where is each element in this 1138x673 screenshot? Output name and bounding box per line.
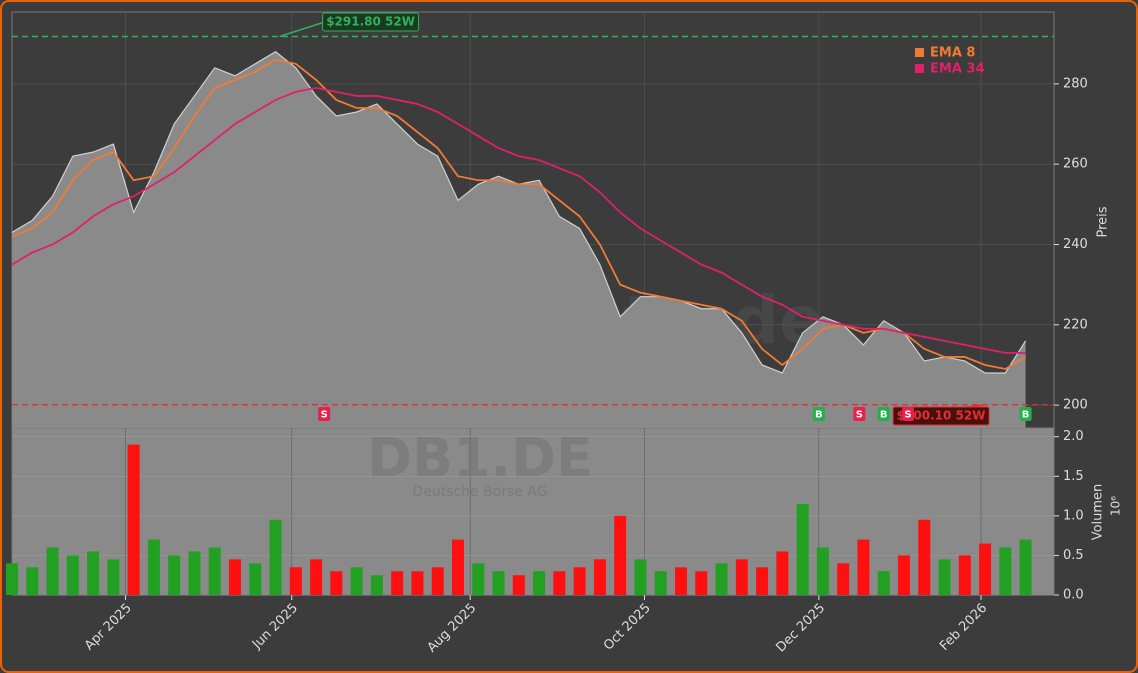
volume-bar	[695, 571, 708, 595]
volume-bar	[776, 551, 789, 595]
y-tick-label: 1.5	[1063, 469, 1084, 484]
volume-bar	[877, 571, 890, 595]
volume-bar	[512, 575, 525, 595]
y-tick-label: 220	[1063, 317, 1088, 332]
volume-bar	[451, 539, 464, 595]
volume-bar	[66, 555, 79, 595]
annotation-box	[322, 12, 420, 32]
volume-bar	[26, 567, 39, 595]
volume-bar	[918, 519, 931, 595]
volume-bar	[127, 444, 140, 595]
volume-bar	[87, 551, 100, 595]
volume-bar	[289, 567, 302, 595]
y-tick-label: 260	[1063, 157, 1088, 172]
y-tick-label: 240	[1063, 237, 1088, 252]
annotation-arrow	[279, 21, 325, 38]
volume-bar	[370, 575, 383, 595]
legend-swatch	[915, 48, 924, 57]
volume-bar	[837, 563, 850, 595]
signal-label: S	[904, 410, 911, 421]
signal-marker	[853, 407, 866, 421]
volume-bar	[147, 539, 160, 595]
signal-label: B	[815, 410, 823, 421]
y-tick-label: 2.0	[1063, 429, 1084, 444]
annotation-label: $291.80 52W	[326, 15, 415, 29]
volume-bar	[431, 567, 444, 595]
signal-label: B	[1022, 410, 1030, 421]
volume-bar	[897, 555, 910, 595]
signal-marker	[902, 407, 915, 421]
y-tick-label: 200	[1063, 398, 1088, 413]
volume-bar	[46, 547, 59, 595]
ema-line	[11, 58, 1027, 370]
volume-bar	[573, 567, 586, 595]
volume-bar	[1019, 539, 1032, 595]
volume-bar	[735, 559, 748, 595]
volume-bar	[816, 547, 829, 595]
y-tick-label: 1.0	[1063, 508, 1084, 523]
volume-bar	[654, 571, 667, 595]
volume-bar	[593, 559, 606, 595]
signal-marker	[877, 407, 890, 421]
price-area	[12, 51, 1026, 428]
volume-bar	[614, 515, 627, 595]
volume-bar	[938, 559, 951, 595]
volume-bar	[168, 555, 181, 595]
volume-bar	[796, 503, 809, 595]
volume-bar	[310, 559, 323, 595]
volume-bar	[492, 571, 505, 595]
volume-bar	[269, 519, 282, 595]
volume-bar	[674, 567, 687, 595]
volume-bar	[228, 559, 241, 595]
volume-bar	[107, 559, 120, 595]
volume-bar	[391, 571, 404, 595]
signal-label: S	[856, 410, 863, 421]
volume-bar	[472, 563, 485, 595]
volume-bar	[188, 551, 201, 595]
volume-bar	[533, 571, 546, 595]
y-axis-unit: 10⁶	[1109, 496, 1123, 516]
volume-bar	[756, 567, 769, 595]
watermark: DB1.DE	[367, 427, 593, 490]
volume-bar	[330, 571, 343, 595]
y-tick-label: 280	[1063, 76, 1088, 91]
signal-marker	[1019, 407, 1032, 421]
volume-bar	[553, 571, 566, 595]
y-axis-label: Volumen	[1091, 484, 1106, 541]
legend-swatch	[915, 64, 924, 73]
signal-label: B	[880, 410, 888, 421]
volume-bar	[634, 559, 647, 595]
volume-bar	[857, 539, 870, 595]
volume-bar	[350, 567, 363, 595]
watermark: Deutsche Börse AG	[412, 484, 547, 500]
volume-bar	[249, 563, 262, 595]
signal-label: S	[321, 410, 328, 421]
volume-bar	[715, 563, 728, 595]
legend-label: EMA 34	[930, 62, 985, 77]
volume-bar	[411, 571, 424, 595]
annotation-box	[892, 406, 990, 426]
y-tick-label: 0.0	[1063, 588, 1084, 603]
y-tick-label: 0.5	[1063, 548, 1084, 563]
legend-label: EMA 8	[930, 46, 975, 61]
volume-bar	[979, 543, 992, 595]
volume-bar	[999, 547, 1012, 595]
volume-bar	[958, 555, 971, 595]
signal-marker	[812, 407, 825, 421]
y-axis-label: Preis	[1096, 206, 1111, 237]
signal-marker	[318, 407, 331, 421]
ema-line	[11, 86, 1026, 354]
annotation-label: $200.10 52W	[897, 409, 986, 423]
volume-bar	[208, 547, 221, 595]
volume-bar	[6, 563, 18, 595]
